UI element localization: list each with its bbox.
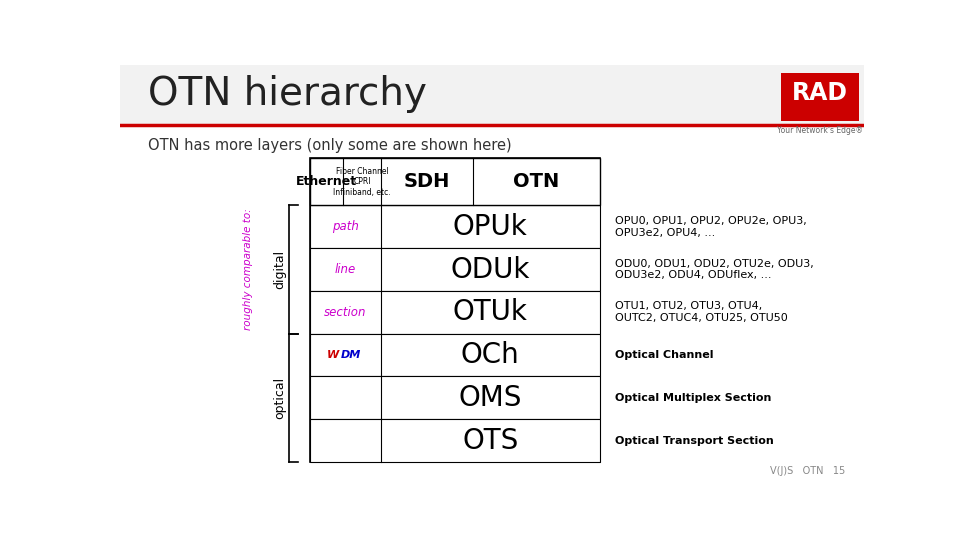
Bar [310, 291, 600, 334]
Text: OTN has more layers (only some are shown here): OTN has more layers (only some are shown… [148, 138, 512, 153]
Text: OTU1, OTU2, OTU3, OTU4,
OUTC2, OTUC4, OTU25, OTU50: OTU1, OTU2, OTU3, OTU4, OUTC2, OTUC4, OT… [614, 301, 787, 323]
Text: OPUk: OPUk [453, 213, 528, 241]
Text: SDH: SDH [403, 172, 450, 191]
Text: section: section [324, 306, 367, 319]
Text: roughly comparable to:: roughly comparable to: [243, 208, 253, 330]
Text: OTS: OTS [462, 427, 518, 455]
Text: OCh: OCh [461, 341, 519, 369]
Text: Optical Channel: Optical Channel [614, 350, 713, 360]
Text: digital: digital [274, 250, 286, 289]
Text: OMS: OMS [459, 384, 522, 412]
Text: Optical Transport Section: Optical Transport Section [614, 436, 774, 446]
Bar [310, 419, 600, 462]
Text: Ethernet: Ethernet [296, 176, 357, 188]
Bar [310, 158, 600, 205]
Text: DM: DM [341, 350, 361, 360]
Bar [780, 73, 859, 121]
Bar [310, 376, 600, 419]
Text: path: path [332, 220, 359, 233]
Bar [310, 248, 600, 291]
Text: OTN hierarchy: OTN hierarchy [148, 75, 427, 113]
Text: RAD: RAD [792, 81, 848, 105]
Text: OTN: OTN [514, 172, 560, 191]
Text: Optical Multiplex Section: Optical Multiplex Section [614, 393, 771, 403]
Text: OPU0, OPU1, OPU2, OPU2e, OPU3,
OPU3e2, OPU4, ...: OPU0, OPU1, OPU2, OPU2e, OPU3, OPU3e2, O… [614, 216, 806, 238]
Bar [310, 158, 600, 462]
Text: V(J)S   OTN   15: V(J)S OTN 15 [770, 465, 846, 476]
Text: W: W [327, 350, 339, 360]
Bar [310, 334, 600, 376]
Text: Fiber Channel
CPRI
Infiniband, etc.: Fiber Channel CPRI Infiniband, etc. [333, 167, 391, 197]
Bar [310, 205, 600, 248]
Text: ODU0, ODU1, ODU2, OTU2e, ODU3,
ODU3e2, ODU4, ODUflex, ...: ODU0, ODU1, ODU2, OTU2e, ODU3, ODU3e2, O… [614, 259, 813, 280]
Text: ODUk: ODUk [450, 255, 530, 284]
Text: line: line [335, 263, 356, 276]
Text: OTUk: OTUk [453, 298, 528, 326]
Text: optical: optical [274, 377, 286, 419]
Bar [120, 65, 864, 125]
Text: Your Network's Edge®: Your Network's Edge® [777, 126, 863, 135]
